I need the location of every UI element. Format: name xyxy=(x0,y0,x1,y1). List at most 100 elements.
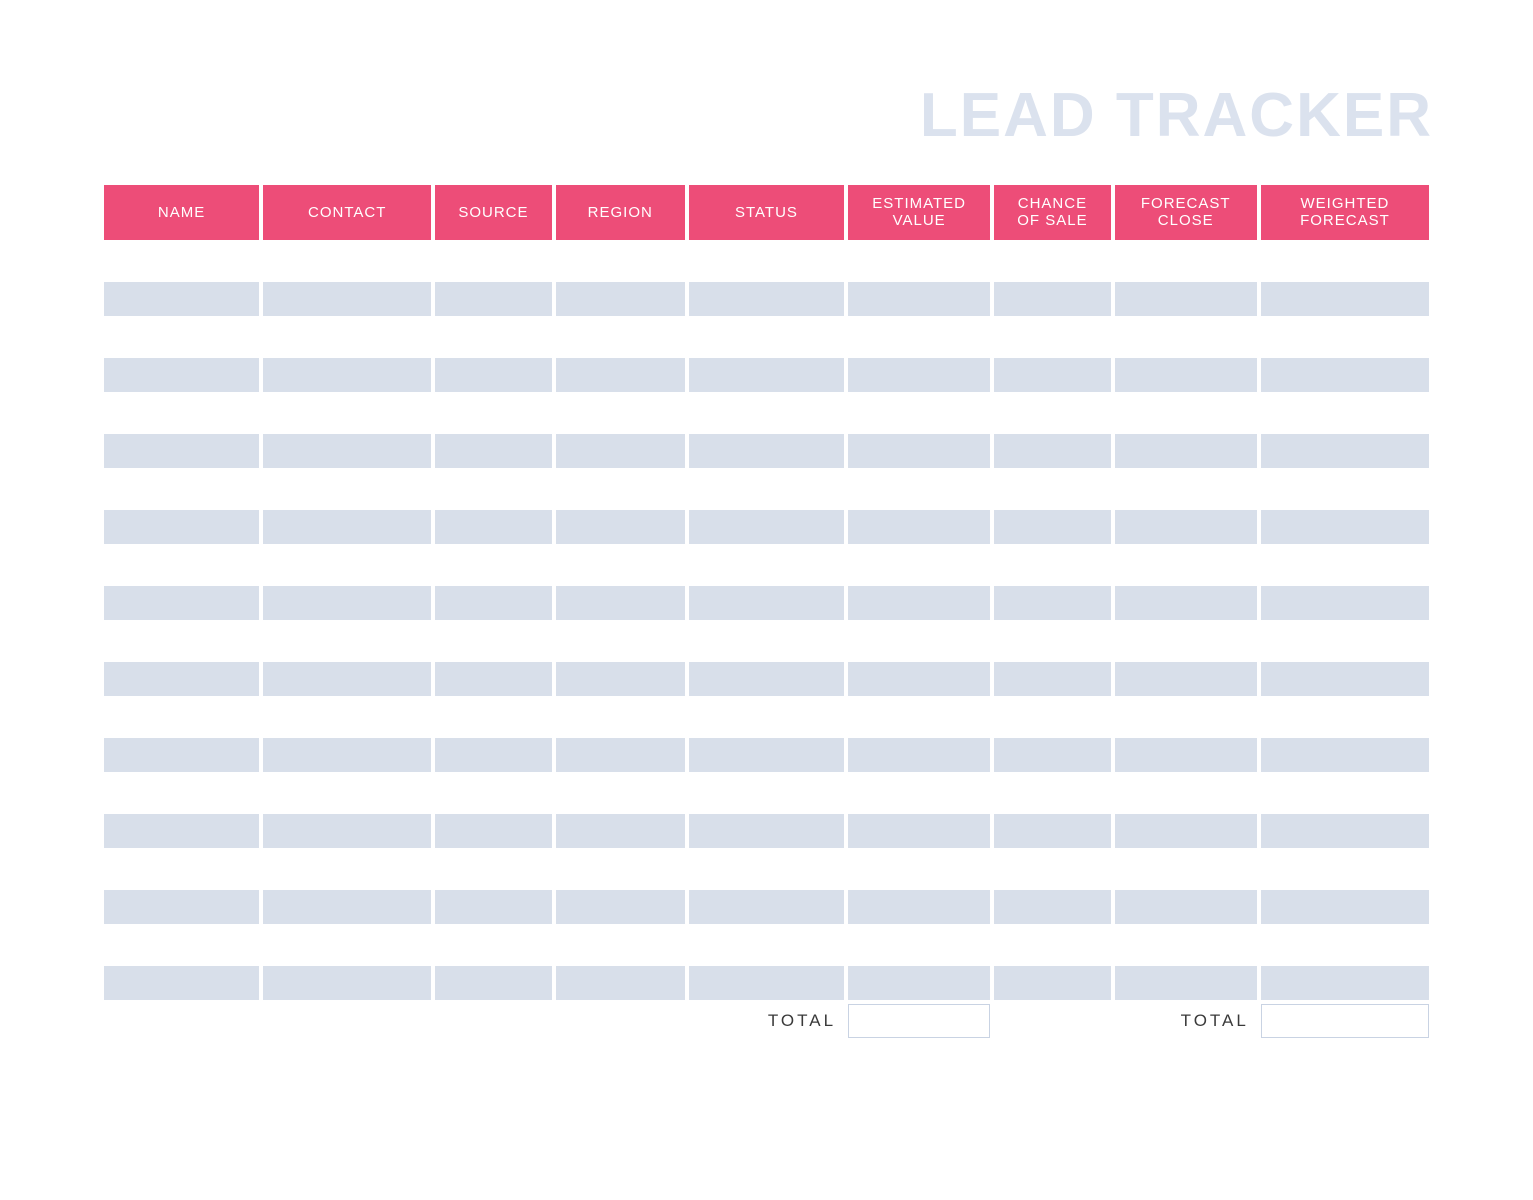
table-cell[interactable] xyxy=(435,776,551,810)
table-cell[interactable] xyxy=(263,282,431,316)
table-cell[interactable] xyxy=(556,510,685,544)
table-cell[interactable] xyxy=(848,776,990,810)
table-cell[interactable] xyxy=(1115,472,1257,506)
table-cell[interactable] xyxy=(104,472,259,506)
table-cell[interactable] xyxy=(556,966,685,1000)
table-cell[interactable] xyxy=(1115,320,1257,354)
table-cell[interactable] xyxy=(689,510,844,544)
table-cell[interactable] xyxy=(263,852,431,886)
table-cell[interactable] xyxy=(1115,510,1257,544)
table-cell[interactable] xyxy=(1261,890,1429,924)
table-cell[interactable] xyxy=(1261,852,1429,886)
table-cell[interactable] xyxy=(994,928,1110,962)
table-cell[interactable] xyxy=(994,358,1110,392)
table-cell[interactable] xyxy=(435,890,551,924)
table-cell[interactable] xyxy=(435,548,551,582)
table-cell[interactable] xyxy=(689,434,844,468)
table-cell[interactable] xyxy=(1261,358,1429,392)
table-cell[interactable] xyxy=(263,358,431,392)
table-cell[interactable] xyxy=(994,852,1110,886)
table-cell[interactable] xyxy=(689,282,844,316)
table-cell[interactable] xyxy=(848,358,990,392)
table-cell[interactable] xyxy=(435,396,551,430)
table-cell[interactable] xyxy=(263,966,431,1000)
table-cell[interactable] xyxy=(104,548,259,582)
table-cell[interactable] xyxy=(104,396,259,430)
table-cell[interactable] xyxy=(104,662,259,696)
table-cell[interactable] xyxy=(556,586,685,620)
table-cell[interactable] xyxy=(556,624,685,658)
table-cell[interactable] xyxy=(848,624,990,658)
table-cell[interactable] xyxy=(848,434,990,468)
table-cell[interactable] xyxy=(1261,472,1429,506)
table-cell[interactable] xyxy=(556,358,685,392)
table-cell[interactable] xyxy=(263,244,431,278)
table-cell[interactable] xyxy=(1115,700,1257,734)
table-cell[interactable] xyxy=(689,320,844,354)
table-cell[interactable] xyxy=(556,738,685,772)
table-cell[interactable] xyxy=(994,244,1110,278)
table-cell[interactable] xyxy=(104,700,259,734)
table-cell[interactable] xyxy=(104,434,259,468)
table-cell[interactable] xyxy=(848,586,990,620)
table-cell[interactable] xyxy=(848,738,990,772)
table-cell[interactable] xyxy=(435,700,551,734)
table-cell[interactable] xyxy=(104,282,259,316)
table-cell[interactable] xyxy=(1115,852,1257,886)
table-cell[interactable] xyxy=(263,624,431,658)
table-cell[interactable] xyxy=(263,396,431,430)
table-cell[interactable] xyxy=(1261,434,1429,468)
table-cell[interactable] xyxy=(1261,320,1429,354)
table-cell[interactable] xyxy=(556,776,685,810)
table-cell[interactable] xyxy=(1261,396,1429,430)
table-cell[interactable] xyxy=(1115,548,1257,582)
table-cell[interactable] xyxy=(556,852,685,886)
table-cell[interactable] xyxy=(1115,586,1257,620)
table-cell[interactable] xyxy=(1115,396,1257,430)
table-cell[interactable] xyxy=(994,396,1110,430)
table-cell[interactable] xyxy=(689,662,844,696)
table-cell[interactable] xyxy=(848,662,990,696)
table-cell[interactable] xyxy=(435,814,551,848)
table-cell[interactable] xyxy=(435,244,551,278)
table-cell[interactable] xyxy=(556,282,685,316)
table-cell[interactable] xyxy=(689,586,844,620)
table-cell[interactable] xyxy=(556,434,685,468)
table-cell[interactable] xyxy=(263,320,431,354)
table-cell[interactable] xyxy=(435,928,551,962)
table-cell[interactable] xyxy=(994,890,1110,924)
table-cell[interactable] xyxy=(556,662,685,696)
table-cell[interactable] xyxy=(104,586,259,620)
table-cell[interactable] xyxy=(994,814,1110,848)
table-cell[interactable] xyxy=(689,358,844,392)
table-cell[interactable] xyxy=(848,548,990,582)
table-cell[interactable] xyxy=(263,814,431,848)
table-cell[interactable] xyxy=(689,852,844,886)
table-cell[interactable] xyxy=(435,586,551,620)
table-cell[interactable] xyxy=(1115,738,1257,772)
table-cell[interactable] xyxy=(104,510,259,544)
table-cell[interactable] xyxy=(994,776,1110,810)
table-cell[interactable] xyxy=(1115,434,1257,468)
table-cell[interactable] xyxy=(848,890,990,924)
table-cell[interactable] xyxy=(435,510,551,544)
table-cell[interactable] xyxy=(848,814,990,848)
table-cell[interactable] xyxy=(1261,282,1429,316)
table-cell[interactable] xyxy=(1261,548,1429,582)
table-cell[interactable] xyxy=(994,510,1110,544)
table-cell[interactable] xyxy=(689,700,844,734)
table-cell[interactable] xyxy=(689,928,844,962)
table-cell[interactable] xyxy=(1261,814,1429,848)
table-cell[interactable] xyxy=(263,510,431,544)
table-cell[interactable] xyxy=(263,890,431,924)
table-cell[interactable] xyxy=(556,244,685,278)
table-cell[interactable] xyxy=(1115,776,1257,810)
table-cell[interactable] xyxy=(848,396,990,430)
table-cell[interactable] xyxy=(848,320,990,354)
table-cell[interactable] xyxy=(104,928,259,962)
table-cell[interactable] xyxy=(556,890,685,924)
table-cell[interactable] xyxy=(104,890,259,924)
table-cell[interactable] xyxy=(689,966,844,1000)
table-cell[interactable] xyxy=(104,738,259,772)
table-cell[interactable] xyxy=(1261,624,1429,658)
